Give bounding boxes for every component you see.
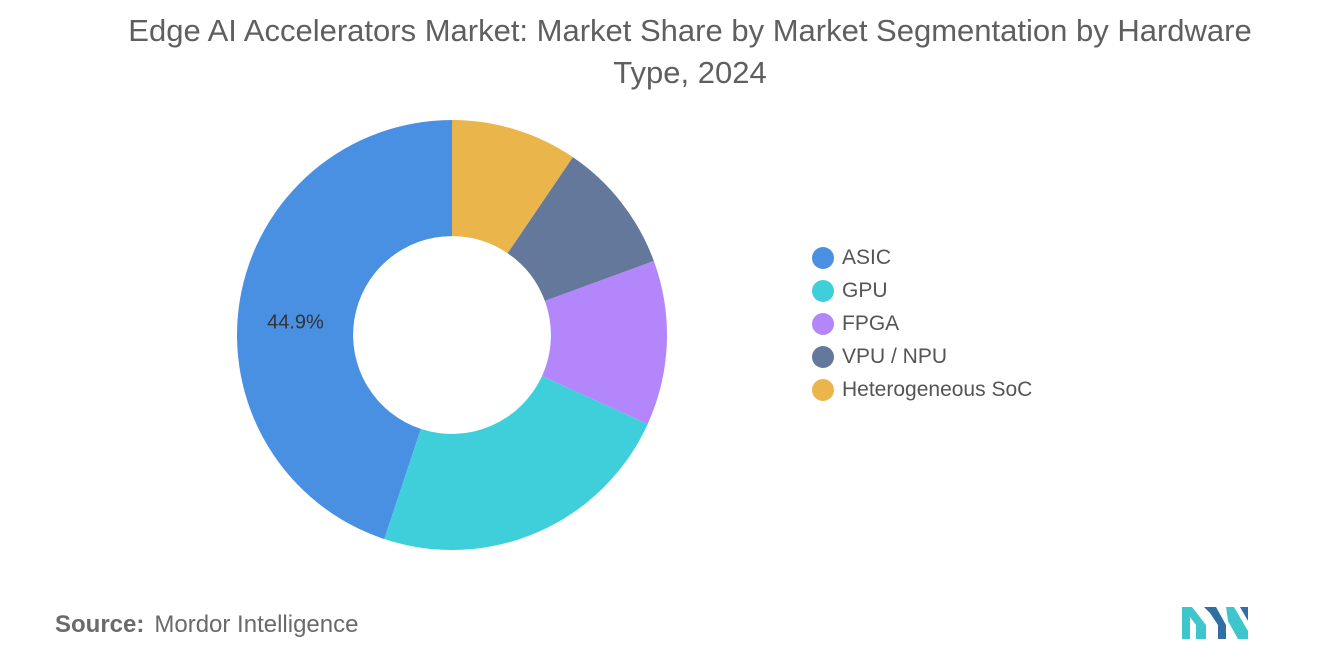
legend-label-heterogeneous-soc: Heterogeneous SoC: [842, 377, 1033, 401]
source-prefix: Source:: [55, 611, 145, 638]
data-label-asic: 44.9%: [267, 311, 324, 333]
legend-item-vpu-npu: VPU / NPU: [812, 340, 1032, 373]
legend-item-fpga: FPGA: [812, 307, 1032, 340]
legend-swatch-gpu: [812, 279, 834, 302]
legend-label-vpu-npu: VPU / NPU: [842, 344, 948, 368]
logo-stroke-4: [1240, 607, 1248, 621]
slice-heterogeneous-soc: [452, 120, 573, 254]
logo-stroke-2: [1204, 607, 1226, 639]
legend-label-asic: ASIC: [842, 245, 892, 269]
legend-swatch-asic: [812, 246, 834, 269]
chart-title: Edge AI Accelerators Market: Market Shar…: [128, 13, 1252, 90]
slice-asic: [237, 120, 452, 540]
slice-gpu: [384, 375, 648, 550]
mordor-intelligence-logo: [1182, 607, 1248, 639]
source-note: Source: Mordor Intelligence: [55, 611, 358, 639]
logo-stroke-3: [1226, 607, 1248, 639]
legend-label-gpu: GPU: [842, 278, 888, 302]
legend-item-heterogeneous-soc: Heterogeneous SoC: [812, 373, 1032, 406]
slice-vpu-npu: [507, 157, 654, 301]
chart-legend: ASIC GPU FPGA VPU / NPU Heterogeneous SoC: [812, 241, 1032, 406]
legend-swatch-fpga: [812, 312, 834, 335]
logo-stroke-1: [1182, 607, 1206, 639]
legend-item-asic: ASIC: [812, 241, 1032, 274]
legend-swatch-vpu-npu: [812, 345, 834, 368]
slice-fpga: [542, 260, 667, 425]
legend-label-fpga: FPGA: [842, 311, 900, 335]
legend-item-gpu: GPU: [812, 274, 1032, 307]
source-name: Mordor Intelligence: [154, 611, 359, 638]
legend-swatch-heterogeneous-soc: [812, 378, 834, 401]
